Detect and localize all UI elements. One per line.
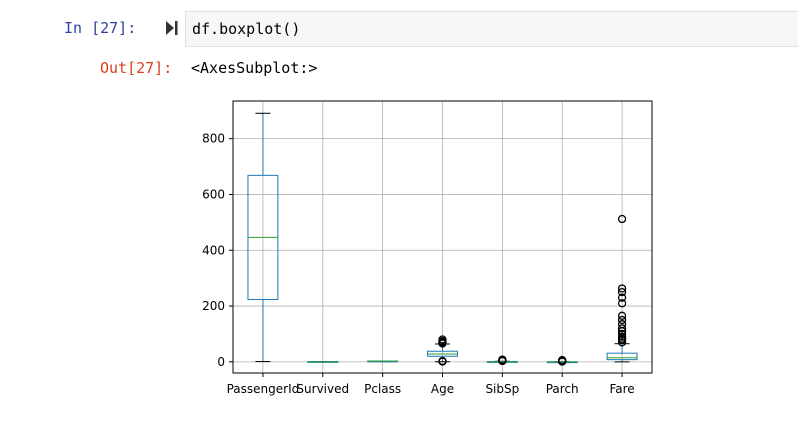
outlier-fare xyxy=(617,284,627,293)
outlier-fare xyxy=(617,338,627,347)
outlier-age xyxy=(438,356,447,366)
x-tick-label: PassengerId xyxy=(227,382,300,396)
outlier-age xyxy=(438,335,447,344)
y-tick-label: 0 xyxy=(217,355,225,369)
y-tick-label: 400 xyxy=(202,243,225,257)
outlier-fare xyxy=(617,287,627,297)
outlier-fare xyxy=(617,320,627,329)
outlier-fare xyxy=(617,315,627,325)
outlier-fare xyxy=(617,293,627,302)
x-tick-label: Fare xyxy=(609,382,634,396)
code-input-area[interactable]: df.boxplot() xyxy=(185,11,798,47)
x-tick-label: Age xyxy=(431,382,454,396)
outlier-parch xyxy=(558,356,567,365)
outlier-fare xyxy=(617,299,627,308)
x-tick-label: Pclass xyxy=(364,382,401,396)
outlier-sibsp xyxy=(498,355,507,364)
y-tick-label: 600 xyxy=(202,187,225,201)
y-tick-label: 200 xyxy=(202,299,225,313)
input-prompt: In [27]: xyxy=(64,19,137,37)
output-text: <AxesSubplot:> xyxy=(191,59,318,77)
outlier-fare xyxy=(617,332,627,341)
outlier-fare xyxy=(617,329,627,339)
outlier-fare xyxy=(617,324,627,333)
y-tick-label: 800 xyxy=(202,132,225,146)
output-prompt: Out[27]: xyxy=(100,59,173,77)
run-cell-icon[interactable] xyxy=(166,20,178,36)
outlier-fare xyxy=(617,311,627,320)
x-tick-label: Parch xyxy=(546,382,579,396)
outlier-fare xyxy=(617,214,627,224)
box-fare xyxy=(606,352,638,361)
code-text: df.boxplot() xyxy=(192,20,301,38)
x-tick-label: SibSp xyxy=(485,382,519,396)
x-tick-label: Survived xyxy=(296,382,349,396)
